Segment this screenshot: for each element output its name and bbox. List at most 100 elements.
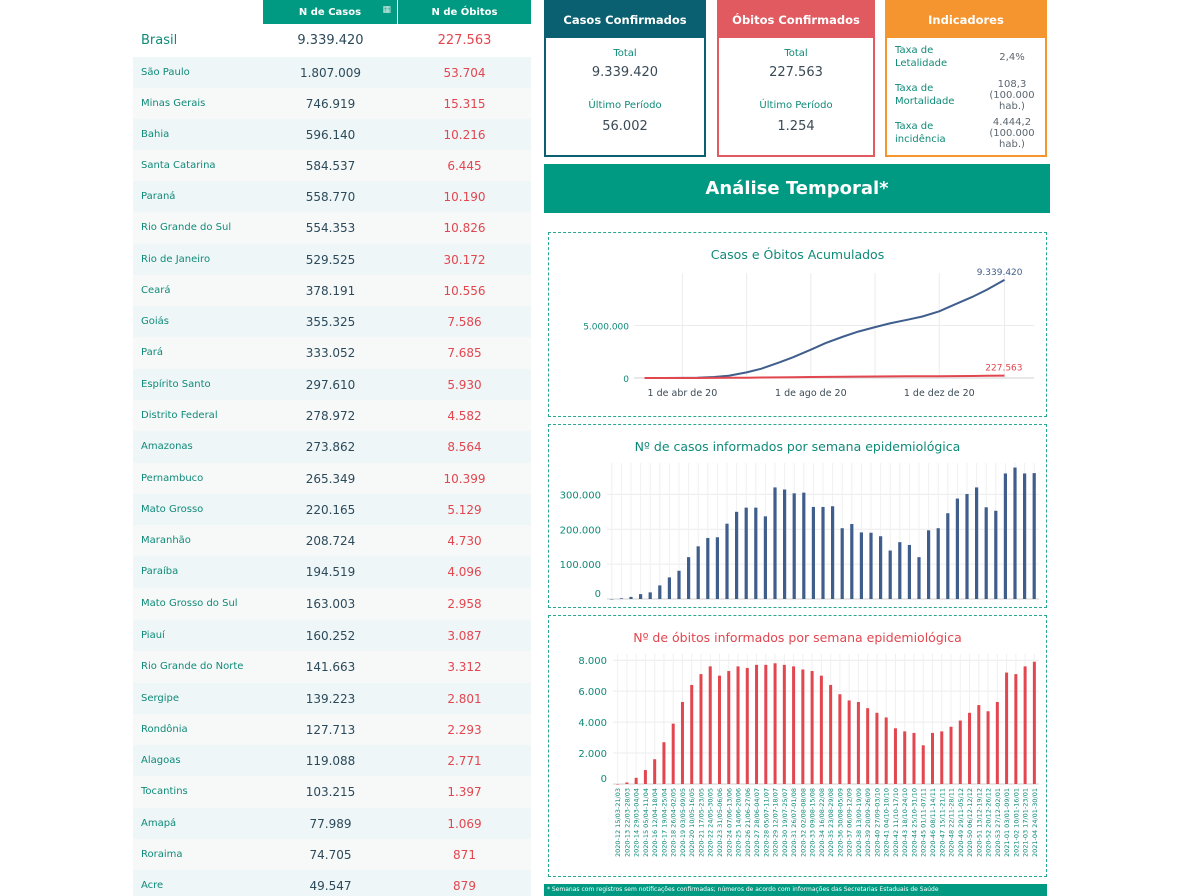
bar <box>898 542 902 599</box>
bar <box>893 728 897 784</box>
bar <box>671 723 675 784</box>
x-tick-label: 2021-04 24/01-30/01 <box>1031 788 1039 857</box>
bar <box>662 742 666 784</box>
x-tick-label: 2020-53 27/12-02/01 <box>994 788 1002 857</box>
indicator-label: Taxa de Letalidade <box>895 45 948 69</box>
bar <box>687 557 691 599</box>
bar <box>995 701 999 784</box>
bar <box>801 669 805 784</box>
state-deaths: 4.730 <box>447 533 482 548</box>
bar <box>907 544 911 599</box>
bar <box>680 701 684 784</box>
cumulative-chart-svg[interactable]: 0 5.000.000 1 de abr de 20 1 de ago de 20 1 … <box>549 233 1048 418</box>
table-row: Bahia 596.140 10.216 <box>133 119 531 150</box>
sort-icon[interactable]: ▦ <box>382 5 391 15</box>
y-tick-label: 300.000 <box>560 490 601 501</box>
x-tick-label: 2020-31 26/07-01/08 <box>790 788 798 857</box>
x-tick-label: 2020-16 12/04-18/04 <box>651 788 659 857</box>
indicator-mortality: Taxa de Mortalidade 108,3 (100.000 hab.) <box>887 76 1045 114</box>
table-row: Mato Grosso do Sul 163.003 2.958 <box>133 588 531 620</box>
y-tick-label: 2.000 <box>578 749 607 760</box>
bar <box>634 777 638 784</box>
bar <box>755 664 759 784</box>
weekly-deaths-chart-svg[interactable]: 0 2.000 4.000 6.000 8.000 2020-12 15/03-21/03… <box>549 616 1048 878</box>
bar <box>968 712 972 784</box>
x-tick-label: 2021-03 17/01-23/01 <box>1022 788 1030 857</box>
state-name: Mato Grosso <box>141 503 204 515</box>
table-row: Paraná 558.770 10.190 <box>133 181 531 212</box>
column-header-cases[interactable]: N de Casos ▦ <box>263 0 398 24</box>
state-cases: 220.165 <box>305 502 356 517</box>
bar <box>792 666 796 784</box>
state-name: Rio Grande do Sul <box>141 222 232 233</box>
table-row: Distrito Federal 278.972 4.582 <box>133 400 531 431</box>
weekly-cases-chart-svg[interactable]: 0 100.000 200.000 300.000 <box>549 425 1048 609</box>
table-body: Brasil 9.339.420 227.563 São Paulo 1.807.009… <box>133 24 531 896</box>
indicator-value: 108,3 (100.000 hab.) <box>989 78 1035 112</box>
column-header-deaths[interactable]: N de Óbitos <box>398 0 531 24</box>
bar <box>975 487 979 599</box>
state-deaths: 4.582 <box>447 408 482 423</box>
bar <box>875 712 879 784</box>
x-tick-label: 2020-26 21/06-27/06 <box>744 788 752 857</box>
state-deaths: 10.216 <box>443 127 486 142</box>
weekly-cases-chart[interactable]: Nº de casos informados por semana epidem… <box>548 424 1047 608</box>
x-tick-label: 2020-52 20/12-26/12 <box>985 788 993 857</box>
x-tick-label: 1 de dez de 20 <box>904 388 975 399</box>
bar <box>965 494 969 599</box>
y-tick-label: 0 <box>623 375 629 385</box>
state-deaths: 8.564 <box>447 440 482 454</box>
table-row: Roraima 74.705 871 <box>133 839 531 870</box>
bar <box>696 546 700 599</box>
cases-period-label: Último Período <box>588 100 662 111</box>
bar <box>986 711 990 784</box>
bar <box>610 599 614 600</box>
x-tick-label: 2020-45 01/11-07/11 <box>920 788 928 857</box>
bar <box>931 732 934 784</box>
state-cases: 77.989 <box>309 816 352 831</box>
x-tick-label: 1 de ago de 20 <box>775 388 847 399</box>
state-cases: 529.525 <box>305 252 356 267</box>
indicators-card: Indicadores Taxa de Letalidade 2,4% Taxa… <box>885 0 1047 157</box>
table-row: Paraíba 194.519 4.096 <box>133 556 531 588</box>
bar <box>819 675 823 784</box>
bar <box>921 745 925 784</box>
bar <box>690 684 694 784</box>
state-name: Minas Gerais <box>141 97 206 109</box>
bar <box>810 671 814 784</box>
y-tick-label: 5.000.000 <box>583 323 629 333</box>
state-deaths: 227.563 <box>437 33 492 48</box>
state-cases: 278.972 <box>305 408 356 423</box>
bar <box>699 674 703 784</box>
bar <box>1023 473 1027 599</box>
state-deaths: 2.293 <box>447 722 482 737</box>
bar <box>831 506 835 599</box>
state-cases: 139.223 <box>305 691 356 706</box>
state-cases: 584.537 <box>305 158 356 173</box>
bar <box>653 759 657 784</box>
bar <box>783 489 787 599</box>
series-end-label: 9.339.420 <box>977 268 1023 278</box>
state-name: Sergipe <box>141 692 180 704</box>
bar <box>811 506 815 599</box>
confirmed-cases-card: Casos Confirmados Total 9.339.420 Último… <box>544 0 706 157</box>
series-end-label: 227.563 <box>985 364 1022 374</box>
x-tick-label: 2020-19 03/05-09/05 <box>679 788 687 857</box>
cumulative-chart[interactable]: Casos e Óbitos Acumulados 0 5.000.000 1 de… <box>548 232 1047 417</box>
bar <box>677 570 681 599</box>
weekly-cases-chart-title: Nº de casos informados por semana epidem… <box>634 439 961 454</box>
state-deaths: 4.096 <box>447 565 482 579</box>
x-tick-label: 2020-28 05/07-11/07 <box>762 788 770 857</box>
x-tick-label: 2020-17 19/04-25/04 <box>660 788 668 857</box>
indicator-value: 2,4% <box>999 51 1025 63</box>
weekly-deaths-chart[interactable]: Nº de óbitos informados por semana epide… <box>548 615 1047 877</box>
state-name: Rio Grande do Norte <box>141 661 244 672</box>
x-tick-label: 2020-13 22/03-28/03 <box>623 788 631 857</box>
state-deaths: 30.172 <box>443 252 486 267</box>
state-cases: 160.252 <box>305 628 356 643</box>
bar <box>927 530 931 599</box>
bar <box>888 550 892 599</box>
indicator-label: Taxa de incidência <box>895 121 946 145</box>
bar <box>616 784 620 785</box>
deaths-period-label: Último Período <box>759 100 833 111</box>
